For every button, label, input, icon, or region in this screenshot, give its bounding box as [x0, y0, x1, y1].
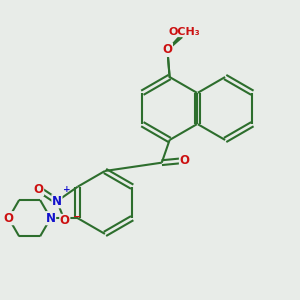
- Text: −: −: [73, 212, 81, 222]
- Text: O: O: [34, 182, 44, 196]
- Text: O: O: [60, 214, 70, 227]
- Text: O: O: [4, 212, 14, 225]
- Text: O: O: [162, 44, 172, 56]
- Text: +: +: [64, 184, 71, 194]
- Text: OCH₃: OCH₃: [168, 27, 200, 37]
- Text: N: N: [46, 212, 56, 225]
- Text: O: O: [162, 44, 172, 56]
- Text: O: O: [179, 154, 190, 167]
- Text: N: N: [52, 195, 62, 208]
